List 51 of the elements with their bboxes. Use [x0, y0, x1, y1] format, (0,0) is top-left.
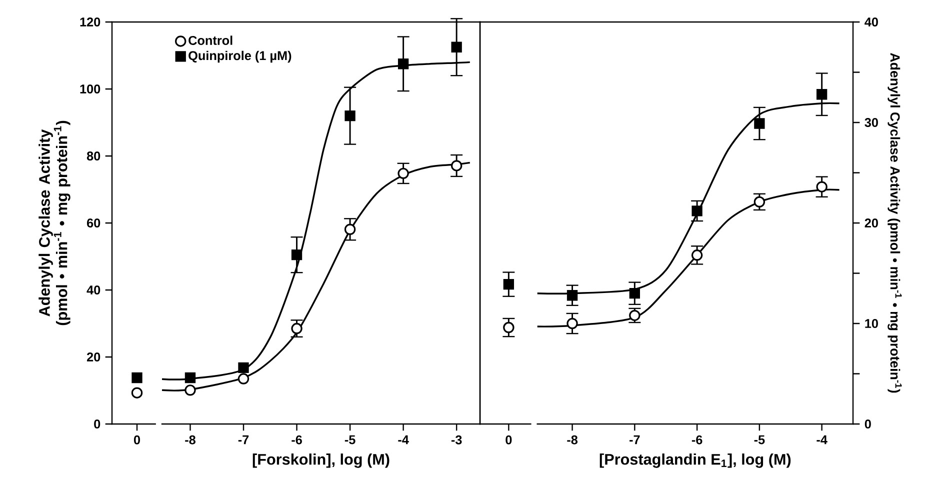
point	[184, 384, 196, 396]
x-axis-title: [Forskolin], log (M)	[252, 454, 390, 468]
x-tick-label: -7	[630, 435, 640, 444]
x-tick-label: 0	[506, 435, 512, 444]
y2-tick-label: 40	[864, 18, 878, 26]
point	[816, 89, 828, 100]
y2-tick-label: 30	[864, 118, 878, 127]
x-axis-title: [Prostaglandin E$_{1}$], log (M)	[600, 454, 791, 468]
point	[344, 224, 356, 235]
point	[754, 118, 765, 129]
x-tick-label: -8	[567, 435, 578, 444]
x-tick-label: -7	[238, 435, 249, 444]
y2-tick-label: 20	[864, 218, 878, 228]
point	[566, 290, 578, 301]
x-tick-label: -4	[398, 435, 409, 444]
y2-tick-label: 10	[865, 319, 878, 328]
x-tick-label: 0	[134, 435, 140, 444]
y-tick-label: 80	[86, 152, 100, 160]
y-tick-label: 120	[80, 18, 100, 26]
point	[398, 168, 409, 180]
point	[398, 58, 409, 70]
point	[291, 249, 302, 260]
point	[184, 372, 196, 384]
x-tick-label: -3	[451, 435, 462, 444]
legend-label: Quinpirole (1 µM)	[188, 50, 292, 63]
x-tick-label: -5	[754, 435, 765, 444]
y-tick-label: 20	[86, 352, 100, 362]
x-tick-label: -4	[816, 435, 828, 444]
point	[291, 322, 302, 334]
point	[344, 110, 356, 122]
point	[450, 160, 462, 172]
x-tick-label: -8	[185, 435, 196, 444]
legend-label: Control	[188, 36, 232, 45]
point	[238, 362, 249, 374]
point	[451, 42, 462, 52]
point	[238, 373, 250, 384]
y2-tick-label: 0	[864, 420, 871, 428]
y-tick-label: 0	[94, 420, 100, 428]
point	[691, 250, 703, 261]
y-tick-label: 40	[86, 286, 100, 294]
x-tick-label: -6	[292, 435, 302, 444]
point	[566, 318, 578, 330]
point	[816, 181, 828, 192]
point	[754, 196, 766, 208]
y-tick-label: 100	[80, 84, 100, 94]
y2-axis-title: Adenylyl Cyclase Activity (pmol • min$^{-1}$ • mg protein$^{-1}$)	[888, 53, 902, 393]
x-tick-label: -5	[344, 435, 356, 444]
y-tick-label: 60	[86, 218, 100, 228]
x-tick-label: -6	[692, 435, 702, 444]
point	[692, 206, 702, 216]
point	[629, 288, 640, 299]
